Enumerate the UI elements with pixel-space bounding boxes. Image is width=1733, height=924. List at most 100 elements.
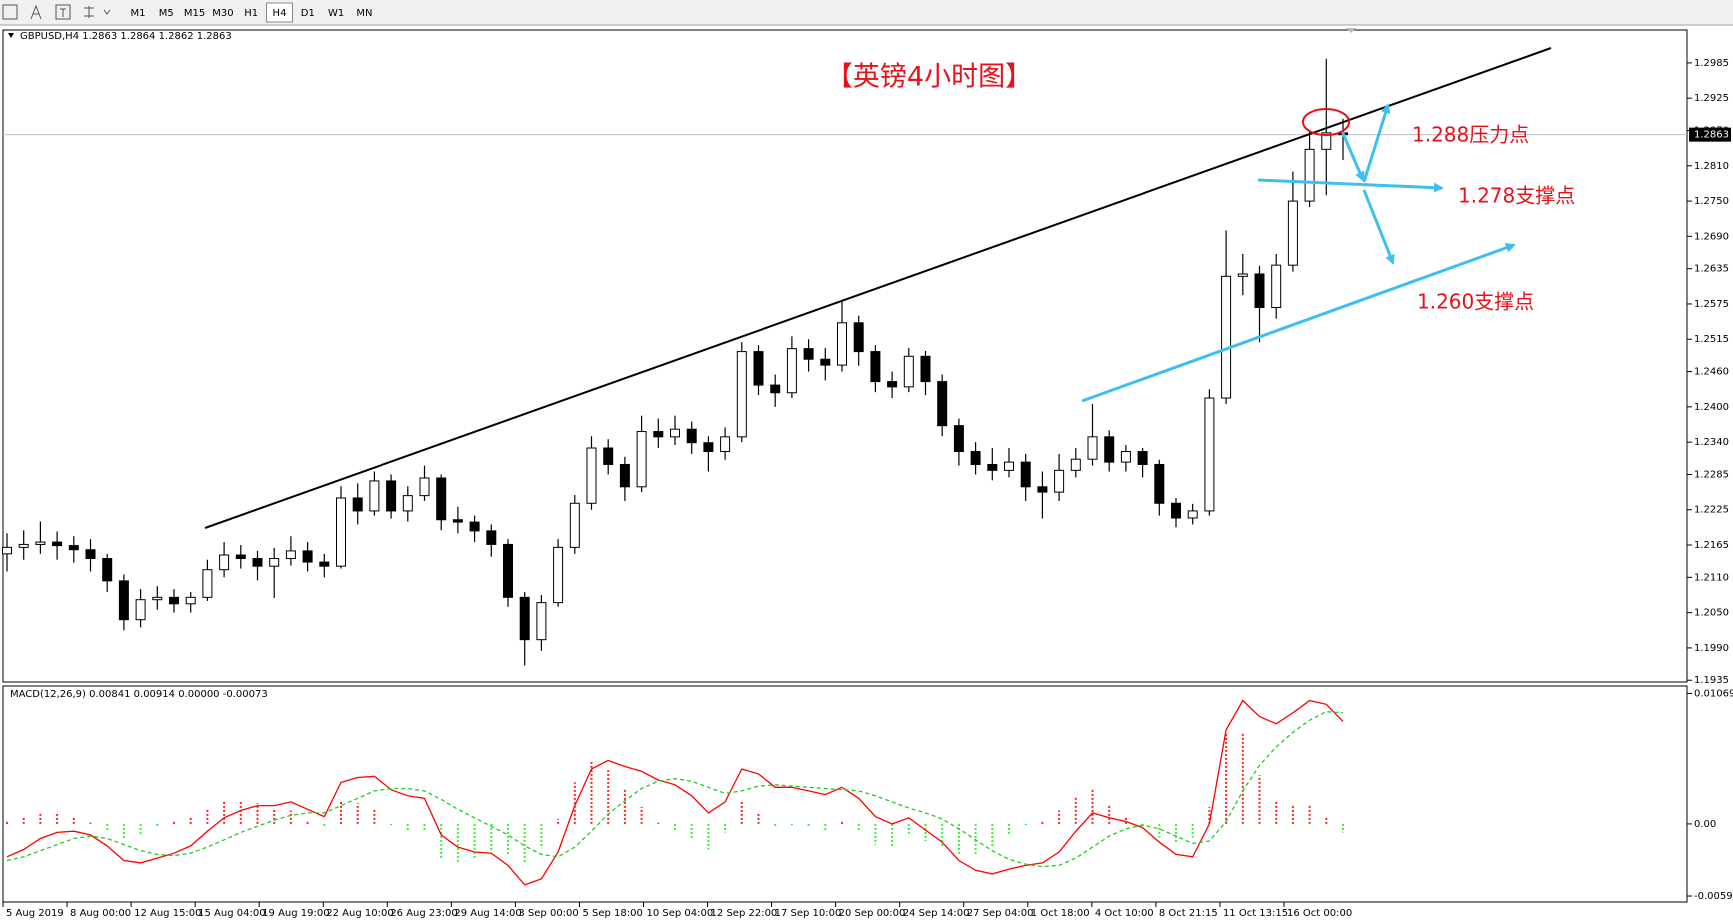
candle-body [536, 602, 547, 641]
tool-icon[interactable] [55, 4, 71, 20]
candle-body [386, 480, 397, 512]
x-tick-label: 19 Aug 19:00 [262, 908, 329, 919]
tool-icon[interactable] [2, 4, 18, 20]
candle-body [452, 519, 463, 523]
timeframe-label[interactable]: M5 [159, 8, 174, 19]
x-tick-label: 15 Aug 04:00 [198, 908, 265, 919]
timeframe-label[interactable]: D1 [301, 8, 315, 19]
timeframe-button[interactable] [125, 3, 151, 22]
candle-body [319, 561, 330, 567]
candle-body [185, 596, 196, 605]
x-tick-label: 17 Sep 10:00 [775, 908, 842, 919]
candle-body [803, 348, 814, 360]
candle-body [102, 558, 113, 582]
candle-body [670, 428, 680, 438]
x-tick-label: 22 Aug 10:00 [326, 908, 393, 919]
timeframe-button[interactable] [181, 3, 208, 22]
timeframe-button[interactable] [266, 2, 293, 23]
candle-body [336, 497, 346, 567]
signal-line [6, 710, 1344, 868]
candle-body [1087, 436, 1098, 460]
candle-body [1221, 275, 1232, 399]
candle-body [870, 351, 881, 383]
y-tick-label: -0.00591 [1694, 891, 1733, 902]
candle-body [369, 480, 380, 512]
candle-body [219, 554, 230, 571]
candle-body [1254, 273, 1265, 308]
candle-body [1237, 273, 1248, 277]
y-tick-label: 1.2340 [1694, 437, 1729, 448]
timeframe-label[interactable]: W1 [328, 8, 344, 19]
last-price-label: 1.2863 [1694, 130, 1729, 141]
level-label: 1.278支撑点 [1458, 184, 1575, 208]
y-tick-label: 1.2575 [1694, 299, 1729, 310]
highlight-ellipse [1302, 108, 1350, 136]
x-tick-label: 3 Sep 00:00 [518, 908, 578, 919]
x-tick-label: 8 Aug 00:00 [70, 908, 131, 919]
candle-body [603, 447, 614, 465]
timeframe-label[interactable]: M15 [184, 8, 205, 19]
candle-body [469, 521, 480, 532]
arrow [1340, 130, 1365, 182]
tool-icon[interactable] [60, 8, 66, 17]
candle-body [352, 497, 363, 512]
timeframe-label[interactable]: M1 [131, 8, 146, 19]
timeframe-label[interactable]: H4 [273, 8, 287, 19]
candle-body [1287, 200, 1298, 266]
candles: 1.29851.29251.28701.28101.27501.26901.26… [2, 58, 1731, 919]
candle-body [1070, 458, 1081, 471]
candle-body [1037, 486, 1048, 493]
x-tick-label: 12 Aug 15:00 [134, 908, 201, 919]
y-tick-label: 1.1990 [1694, 643, 1729, 654]
timeframe-label[interactable]: H1 [244, 8, 258, 19]
x-tick-label: 4 Oct 10:00 [1095, 908, 1154, 919]
x-tick-label: 26 Aug 23:00 [390, 908, 457, 919]
candle-body [302, 550, 313, 563]
macd-panel-title: MACD(12,26,9) 0.00841 0.00914 0.00000 -0… [10, 689, 268, 700]
x-tick-label: 1 Oct 18:00 [1031, 908, 1090, 919]
candle-body [586, 447, 597, 504]
candle-body [1104, 436, 1115, 463]
x-tick-label: 12 Sep 22:00 [711, 908, 778, 919]
candle-body [653, 431, 664, 438]
candle-body [1137, 451, 1148, 465]
x-tick-label: 29 Aug 14:00 [454, 908, 521, 919]
candle-body [987, 463, 998, 471]
tool-icon[interactable] [30, 4, 42, 20]
toolbar-icons [2, 4, 111, 20]
timeframe-button[interactable] [323, 3, 350, 22]
tool-icon[interactable] [84, 6, 111, 18]
candle-body [85, 549, 96, 560]
arrow [1362, 103, 1391, 183]
x-tick-label: 24 Sep 14:00 [903, 908, 970, 919]
x-tick-label: 5 Sep 18:00 [582, 908, 642, 919]
candle-body [636, 431, 647, 488]
timeframe-button[interactable] [351, 3, 378, 22]
candle-body [753, 351, 764, 386]
timeframe-label[interactable]: MN [356, 8, 372, 19]
candle-body [686, 428, 697, 444]
candle-body [953, 425, 964, 453]
y-tick-label: 1.2165 [1694, 540, 1729, 551]
candle-body [720, 436, 731, 453]
y-tick-label: 1.2285 [1694, 469, 1729, 480]
x-tick-label: 11 Oct 13:15 [1223, 908, 1288, 919]
trend-line [204, 47, 1552, 529]
x-tick-label: 16 Oct 00:00 [1287, 908, 1352, 919]
y-tick-label: 0.01069 [1694, 688, 1733, 699]
timeframe-button[interactable] [238, 3, 265, 22]
candle-body [486, 530, 497, 545]
drawings [204, 47, 1552, 529]
candle-body [402, 495, 413, 512]
candle-body [269, 558, 280, 567]
candle-body [837, 322, 847, 366]
last-price-box [1689, 127, 1731, 142]
candle-body [736, 351, 747, 438]
candle-body [1154, 463, 1165, 504]
timeframe-button[interactable] [153, 3, 180, 22]
timeframe-button[interactable] [209, 3, 236, 22]
timeframe-button[interactable] [294, 3, 321, 22]
timeframe-label[interactable]: M30 [212, 8, 233, 19]
